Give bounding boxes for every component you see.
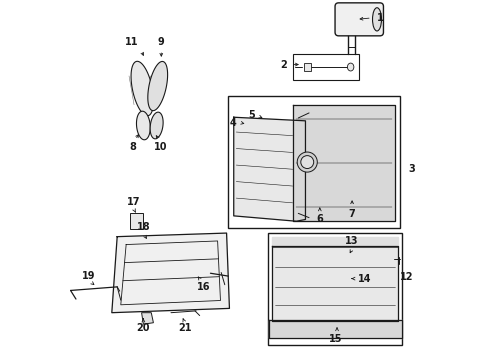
Text: 18: 18 xyxy=(136,222,150,232)
Polygon shape xyxy=(233,117,305,221)
Circle shape xyxy=(300,156,313,168)
Text: 13: 13 xyxy=(345,237,358,246)
Text: 19: 19 xyxy=(81,271,95,281)
Text: 7: 7 xyxy=(348,209,355,219)
Text: 12: 12 xyxy=(399,272,412,282)
Polygon shape xyxy=(136,111,150,140)
Text: 8: 8 xyxy=(129,142,136,152)
Text: 2: 2 xyxy=(280,59,286,69)
Text: 1: 1 xyxy=(376,13,383,23)
Text: 20: 20 xyxy=(136,323,150,333)
Text: 17: 17 xyxy=(126,197,140,207)
Text: 6: 6 xyxy=(316,214,323,224)
Ellipse shape xyxy=(372,8,381,31)
Bar xyxy=(267,233,402,345)
Text: 15: 15 xyxy=(328,334,342,344)
Polygon shape xyxy=(271,246,397,321)
Text: 4: 4 xyxy=(229,118,236,128)
FancyBboxPatch shape xyxy=(334,3,383,36)
Polygon shape xyxy=(147,62,167,111)
Polygon shape xyxy=(112,233,229,313)
Polygon shape xyxy=(292,105,394,221)
Text: 3: 3 xyxy=(407,164,414,174)
Bar xyxy=(292,54,358,80)
Text: 11: 11 xyxy=(125,37,139,47)
Ellipse shape xyxy=(346,63,353,71)
Circle shape xyxy=(297,152,317,172)
Polygon shape xyxy=(142,313,153,324)
Polygon shape xyxy=(131,61,153,116)
Bar xyxy=(129,213,142,229)
Polygon shape xyxy=(271,237,397,247)
Polygon shape xyxy=(268,320,401,338)
Text: 10: 10 xyxy=(153,142,166,152)
Text: 21: 21 xyxy=(178,323,192,333)
Polygon shape xyxy=(150,112,163,139)
Text: 9: 9 xyxy=(158,37,164,47)
Bar xyxy=(303,63,310,71)
Text: 14: 14 xyxy=(357,274,370,284)
Text: 5: 5 xyxy=(247,111,254,121)
Bar xyxy=(228,96,400,228)
Text: 16: 16 xyxy=(196,282,209,292)
